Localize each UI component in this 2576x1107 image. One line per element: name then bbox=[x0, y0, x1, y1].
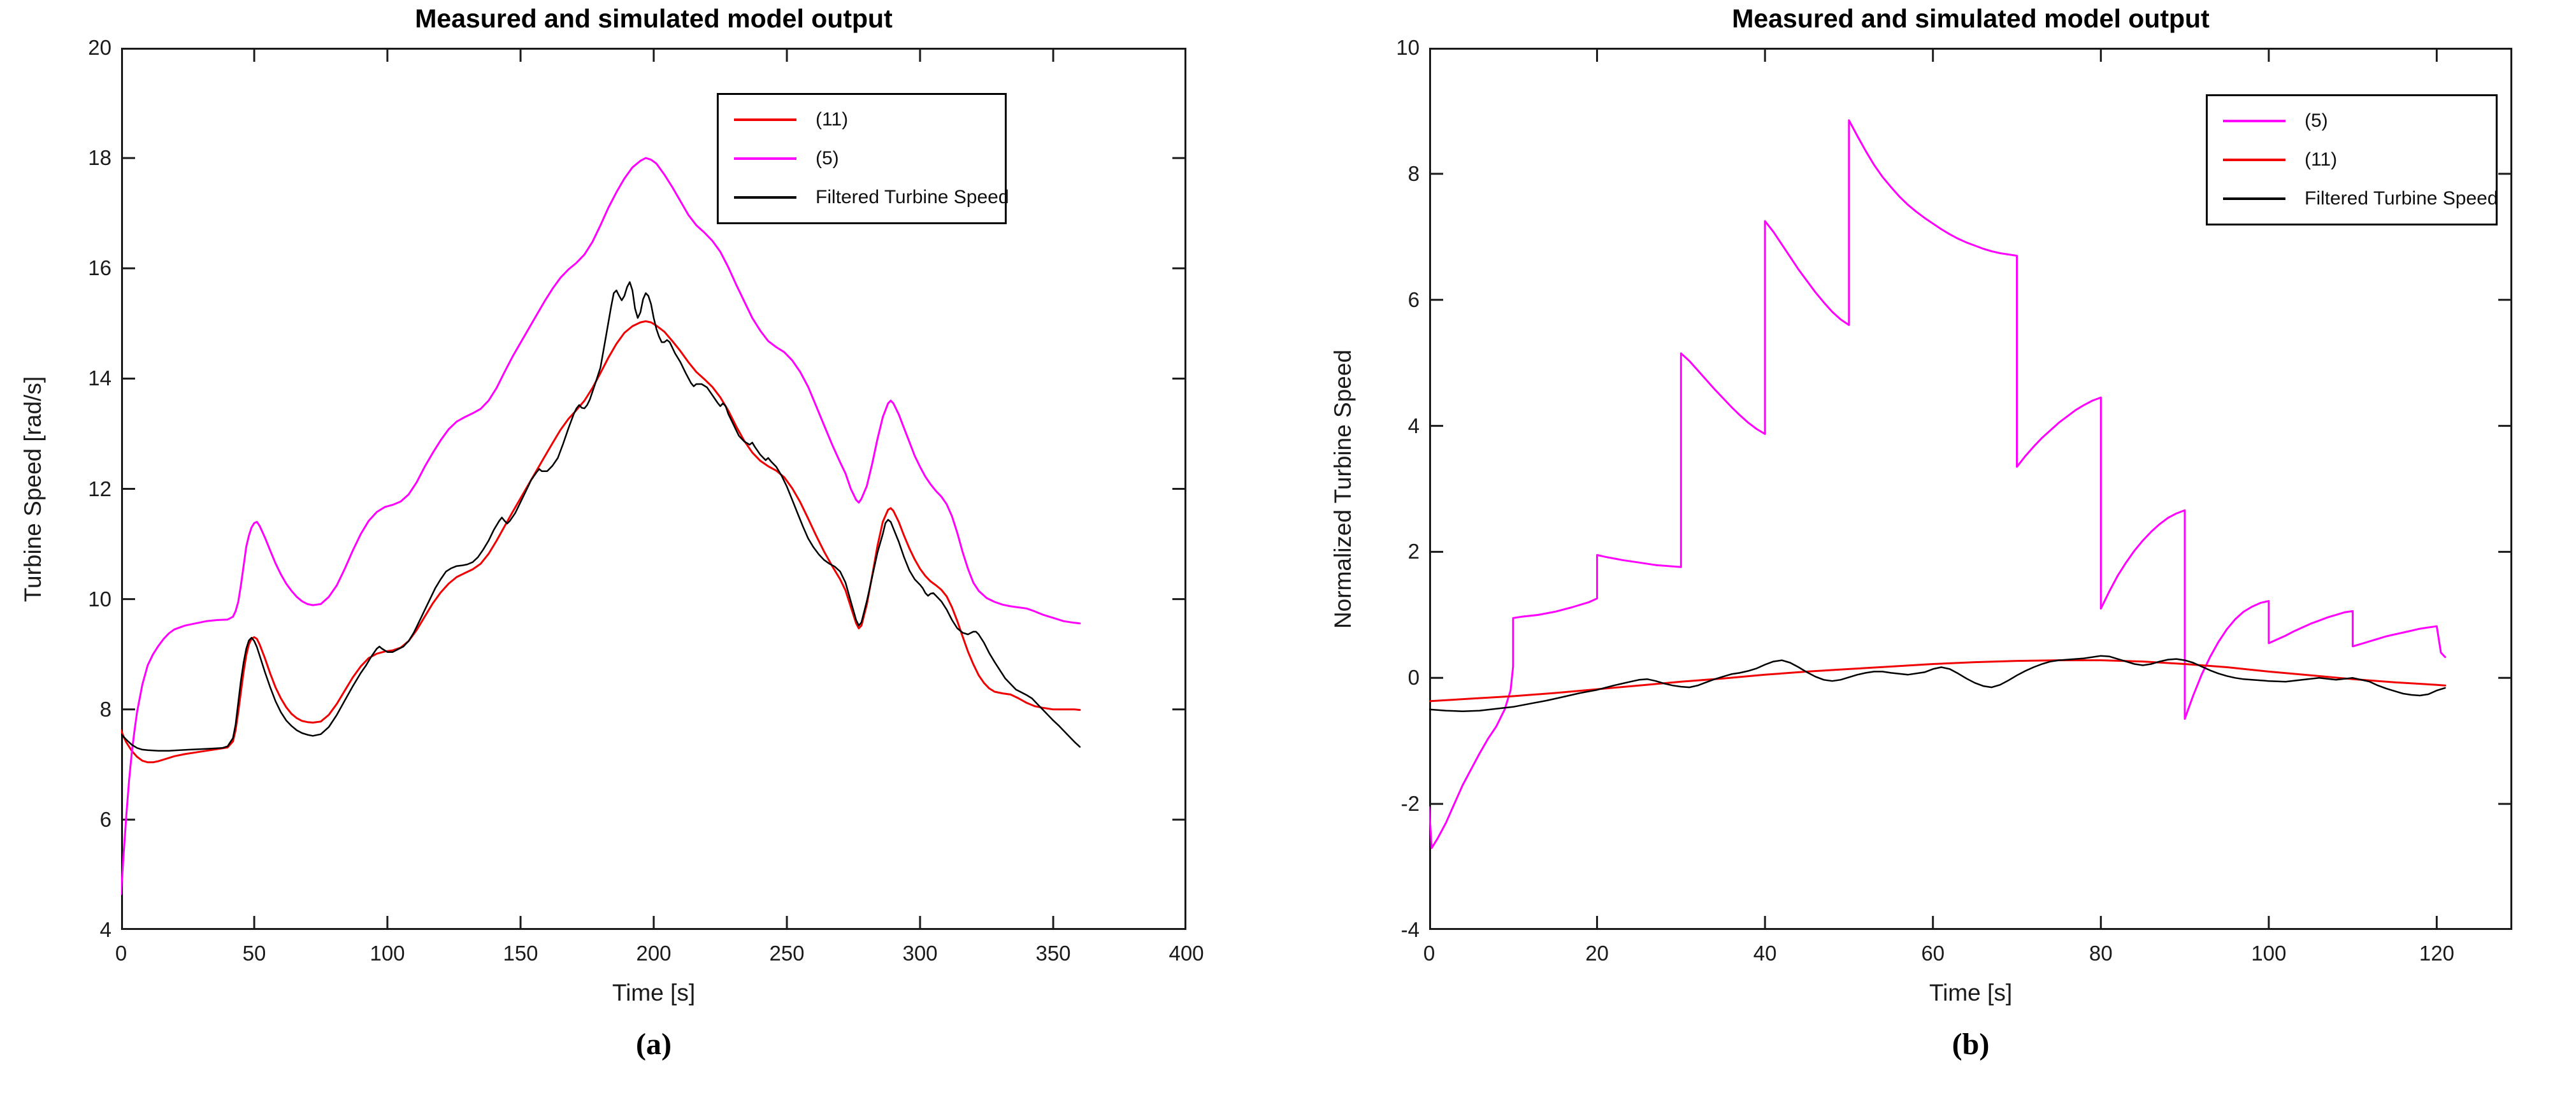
legend-line-sample bbox=[734, 157, 796, 160]
series-5 bbox=[121, 157, 1081, 896]
plot-a-xlabel: Time [s] bbox=[612, 980, 696, 1006]
plot-b-ylabel: Normalized Turbine Speed bbox=[1330, 349, 1356, 629]
plot-b-x-tick-label: 60 bbox=[1921, 941, 1945, 965]
series-5 bbox=[1429, 119, 2447, 849]
plot-b-title: Measured and simulated model output bbox=[1732, 4, 2210, 33]
plot-b-y-tick-label: 4 bbox=[1407, 413, 1420, 438]
legend-label: (11) bbox=[816, 108, 849, 130]
plot-a-legend: (11) (5) Filtered Turbine Speed bbox=[717, 93, 1009, 224]
plot-b-x-tick-label: 20 bbox=[1585, 941, 1609, 965]
legend-entry: Filtered Turbine Speed bbox=[2208, 180, 2498, 218]
plot-a-y-tick-label: 12 bbox=[88, 476, 112, 501]
plot-a-y-tick-label: 18 bbox=[88, 146, 112, 170]
plot-a-y-tick-label: 4 bbox=[99, 918, 112, 941]
plot-b-y-tick-label: -4 bbox=[1400, 918, 1420, 941]
plot-a-caption: (a) bbox=[636, 1027, 672, 1061]
plot-b-y-tick-label: 10 bbox=[1396, 36, 1420, 59]
plot-a-y-tick-label: 6 bbox=[99, 807, 112, 831]
plot-a-x-tick-label: 300 bbox=[902, 941, 938, 965]
legend-entry: Filtered Turbine Speed bbox=[719, 178, 1009, 217]
plot-b-x-tick-label: 0 bbox=[1423, 941, 1436, 965]
plot-b-y-tick-label: 6 bbox=[1407, 287, 1420, 311]
series-11 bbox=[121, 320, 1081, 764]
plot-b-caption: (b) bbox=[1952, 1027, 1990, 1061]
series-filtered-turbine-speed bbox=[1429, 655, 2446, 712]
legend-line-sample bbox=[734, 196, 796, 199]
legend-entry: (11) bbox=[719, 100, 1005, 139]
plot-a-x-tick-label: 50 bbox=[242, 941, 266, 965]
legend-entry: (11) bbox=[2208, 140, 2496, 179]
plot-b-y-tick-label: 8 bbox=[1407, 161, 1420, 185]
legend-label: (5) bbox=[2305, 110, 2328, 131]
plot-b-x-tick-label: 80 bbox=[2089, 941, 2113, 965]
plot-b-x-tick-label: 100 bbox=[2251, 941, 2287, 965]
plot-a-y-tick-label: 14 bbox=[88, 366, 112, 390]
plot-b-y-tick-label: 2 bbox=[1407, 539, 1420, 564]
plot-a-y-tick-label: 10 bbox=[88, 587, 112, 611]
plot-a-x-tick-label: 350 bbox=[1035, 941, 1071, 965]
legend-line-sample bbox=[2223, 158, 2285, 161]
legend-line-sample bbox=[2223, 197, 2285, 201]
legend-line-sample bbox=[2223, 119, 2285, 122]
plot-b-x-tick-label: 40 bbox=[1753, 941, 1777, 965]
legend-entry: (5) bbox=[719, 139, 1005, 178]
legend-entry: (5) bbox=[2208, 101, 2496, 140]
legend-label: Filtered Turbine Speed bbox=[816, 187, 1009, 208]
plot-b-xlabel: Time [s] bbox=[1929, 980, 2013, 1006]
plot-b-y-tick-label: 0 bbox=[1407, 666, 1420, 690]
plot-a-title: Measured and simulated model output bbox=[415, 4, 893, 33]
plot-a-y-tick-label: 8 bbox=[99, 697, 112, 721]
plot-a-y-tick-label: 16 bbox=[88, 256, 112, 280]
series-filtered-turbine-speed bbox=[121, 281, 1081, 752]
legend-line-sample bbox=[734, 118, 796, 121]
plot-a-axes bbox=[121, 48, 1186, 930]
legend-label: (11) bbox=[2305, 148, 2338, 170]
plot-a-x-tick-label: 250 bbox=[769, 941, 805, 965]
plot-a-x-tick-label: 0 bbox=[115, 941, 127, 965]
plot-a-x-tick-label: 200 bbox=[636, 941, 672, 965]
plot-a-x-tick-label: 150 bbox=[503, 941, 538, 965]
plot-a-y-tick-label: 20 bbox=[88, 36, 112, 59]
plot-a-x-tick-label: 400 bbox=[1169, 941, 1204, 965]
legend-label: Filtered Turbine Speed bbox=[2305, 188, 2498, 210]
plot-b-x-tick-label: 120 bbox=[2419, 941, 2454, 965]
plot-b-legend: (5) (11) Filtered Turbine Speed bbox=[2206, 94, 2498, 225]
plot-b-y-tick-label: -2 bbox=[1400, 792, 1420, 816]
plot-b-axes bbox=[1429, 48, 2512, 930]
legend-label: (5) bbox=[816, 147, 839, 169]
plot-a-x-tick-label: 100 bbox=[370, 941, 405, 965]
